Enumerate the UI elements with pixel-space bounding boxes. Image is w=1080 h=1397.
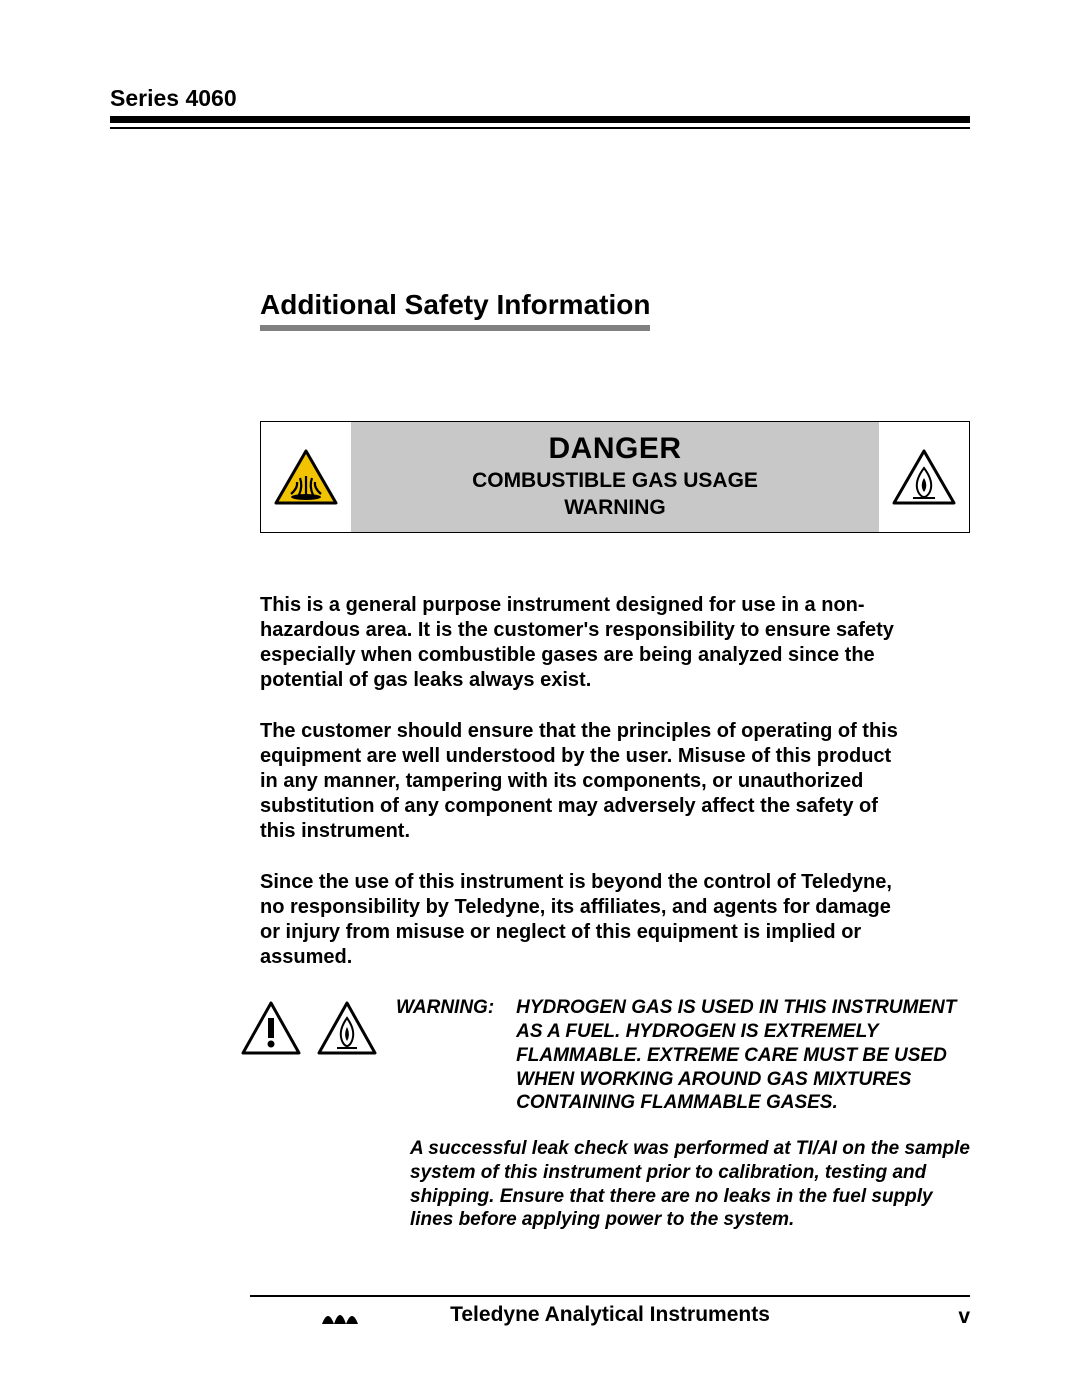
footer-row: Teledyne Analytical Instruments v <box>250 1303 970 1327</box>
warning-icons <box>240 1000 378 1056</box>
warning-line1: WARNING: HYDROGEN GAS IS USED IN THIS IN… <box>396 996 970 1115</box>
warning-block: WARNING: HYDROGEN GAS IS USED IN THIS IN… <box>240 996 970 1115</box>
body-paragraph-3: Since the use of this instrument is beyo… <box>260 870 900 970</box>
footer-company: Teledyne Analytical Instruments <box>450 1303 770 1327</box>
warning-text: HYDROGEN GAS IS USED IN THIS INSTRUMENT … <box>516 996 970 1115</box>
warning-paragraph-2: A successful leak check was performed at… <box>410 1137 970 1232</box>
header-rule-thick <box>110 116 970 123</box>
flame-warning-icon <box>316 1000 378 1056</box>
danger-sub2: WARNING <box>357 495 873 520</box>
exclamation-warning-icon <box>240 1000 302 1056</box>
danger-box: DANGER COMBUSTIBLE GAS USAGE WARNING <box>260 421 970 533</box>
danger-sub1: COMBUSTIBLE GAS USAGE <box>357 468 873 493</box>
teledyne-logo-icon <box>320 1304 360 1326</box>
body-paragraph-1: This is a general purpose instrument des… <box>260 593 900 693</box>
footer-page-number: v <box>958 1305 970 1329</box>
danger-icon-right-cell <box>879 422 969 532</box>
explosion-warning-icon <box>273 448 339 506</box>
section-title-underline <box>260 325 650 331</box>
series-label: Series 4060 <box>110 85 970 112</box>
danger-center: DANGER COMBUSTIBLE GAS USAGE WARNING <box>351 422 879 532</box>
header-rule-thin <box>110 127 970 129</box>
header: Series 4060 <box>110 85 970 129</box>
danger-icon-left-cell <box>261 422 351 532</box>
flame-warning-icon <box>891 448 957 506</box>
warning-label: WARNING: <box>396 996 516 1115</box>
footer: Teledyne Analytical Instruments v <box>110 1295 970 1327</box>
section-title: Additional Safety Information <box>260 289 970 321</box>
danger-title: DANGER <box>357 432 873 466</box>
warning-text-wrap: WARNING: HYDROGEN GAS IS USED IN THIS IN… <box>396 996 970 1115</box>
body-paragraph-2: The customer should ensure that the prin… <box>260 719 900 844</box>
footer-rule <box>250 1295 970 1297</box>
page: Series 4060 Additional Safety Informatio… <box>0 0 1080 1397</box>
